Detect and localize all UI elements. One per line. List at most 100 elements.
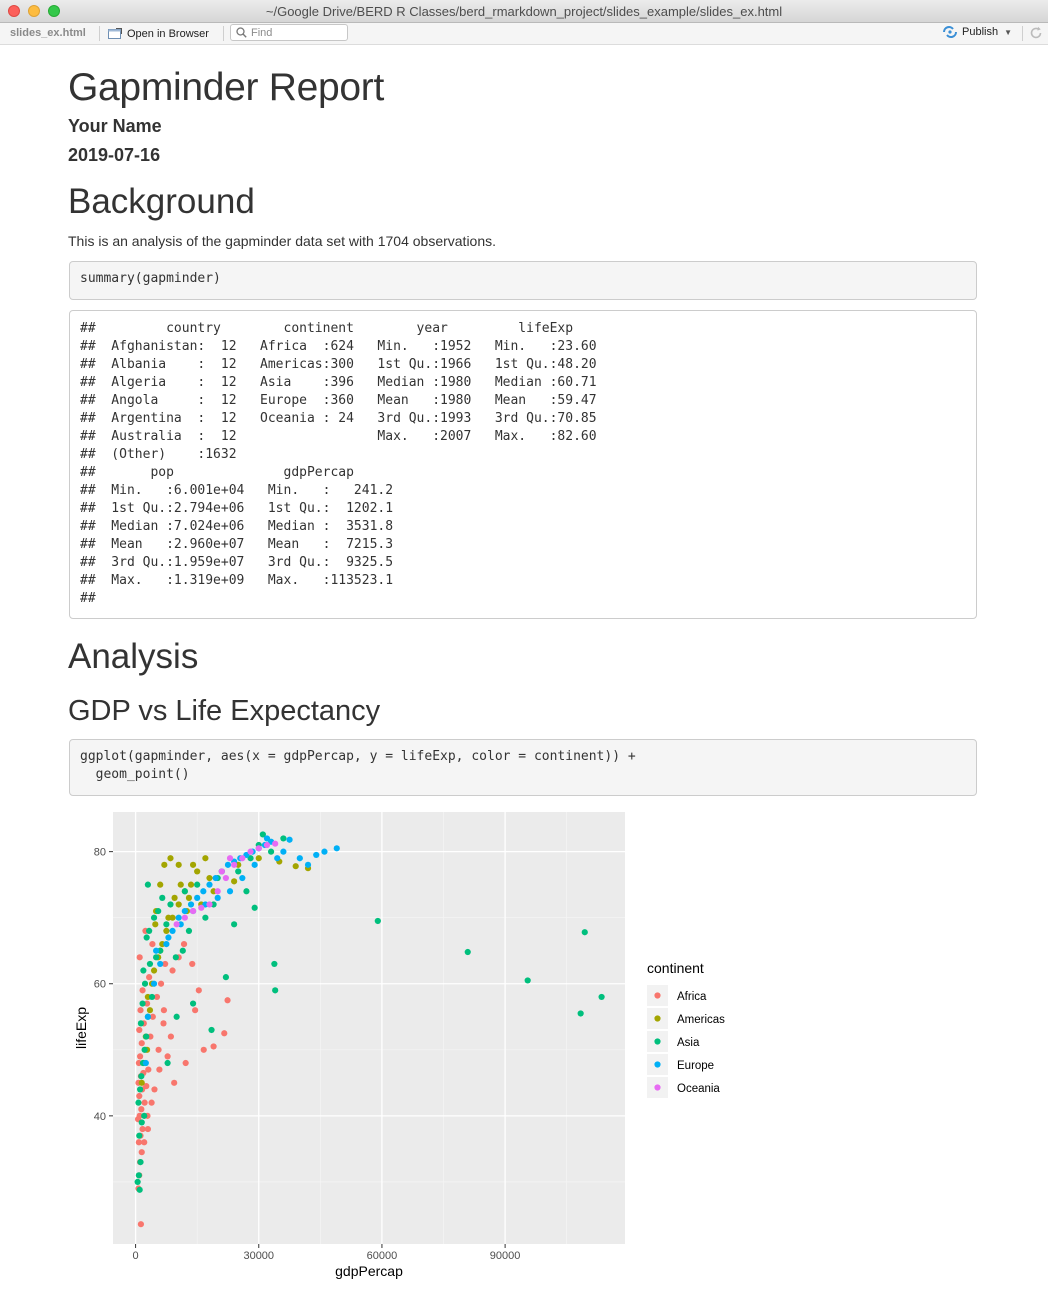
- data-point-asia: [243, 888, 250, 895]
- data-point-africa: [137, 1221, 145, 1228]
- data-point-americas: [187, 881, 195, 888]
- data-point-asia: [140, 967, 147, 974]
- zoom-window-button[interactable]: [48, 5, 60, 17]
- data-point-europe: [286, 836, 293, 843]
- data-point-asia: [141, 1046, 148, 1053]
- refresh-icon[interactable]: [1029, 26, 1043, 40]
- y-tick-label: 40: [94, 1111, 106, 1123]
- data-point-asia: [208, 1026, 215, 1034]
- data-point-europe: [142, 1059, 149, 1067]
- data-point-americas: [177, 881, 184, 888]
- x-tick-label: 30000: [243, 1250, 274, 1262]
- data-point-africa: [210, 1043, 217, 1050]
- output-line: ## Min. :6.001e+04 Min. : 241.2: [80, 483, 409, 498]
- scatter-plot: 0 30000 60000 90000 40 60 80 gdpPercap lifeExp…: [73, 812, 725, 1279]
- data-point-africa: [139, 1125, 146, 1133]
- data-point-americas: [138, 1079, 145, 1086]
- data-point-europe: [263, 835, 271, 842]
- data-point-asia: [598, 993, 605, 1001]
- data-point-americas: [167, 855, 174, 862]
- section-heading-background: Background: [68, 182, 255, 221]
- data-point-europe: [274, 855, 281, 862]
- close-window-button[interactable]: [8, 5, 20, 17]
- legend-label-americas: Americas: [677, 1014, 725, 1026]
- legend-swatch-europe: [654, 1061, 661, 1068]
- output-line: ## Albania : 12 Americas:300 1st Qu.:196…: [80, 357, 613, 372]
- legend-swatch-oceania: [654, 1084, 661, 1091]
- toolbar-divider: [1022, 26, 1023, 41]
- data-point-europe: [165, 934, 172, 941]
- data-point-oceania: [181, 914, 188, 921]
- data-point-europe: [280, 848, 287, 855]
- data-point-asia: [146, 960, 154, 968]
- data-point-africa: [221, 1030, 228, 1037]
- data-point-oceania: [189, 907, 197, 915]
- publish-button[interactable]: Publish ▼: [942, 26, 1012, 38]
- data-point-asia: [271, 960, 278, 968]
- file-tab[interactable]: slides_ex.html: [10, 27, 86, 39]
- data-point-europe: [194, 894, 201, 901]
- plot-panel: [113, 812, 625, 1244]
- data-point-africa: [143, 1083, 150, 1090]
- data-point-asia: [148, 993, 156, 1001]
- data-point-africa: [136, 1053, 144, 1060]
- data-point-oceania: [173, 921, 180, 928]
- code-chunk-summary: summary(gapminder): [69, 261, 977, 300]
- legend-label-asia: Asia: [677, 1037, 700, 1049]
- data-point-asia: [280, 835, 287, 842]
- data-point-africa: [189, 960, 196, 968]
- data-point-oceania: [263, 841, 271, 849]
- x-tick-label: 60000: [367, 1250, 398, 1262]
- data-point-asia: [136, 1086, 144, 1093]
- open-in-browser-button[interactable]: Open in Browser: [108, 26, 209, 41]
- legend-label-oceania: Oceania: [677, 1083, 720, 1095]
- data-point-europe: [321, 848, 328, 855]
- data-point-africa: [136, 1112, 143, 1119]
- data-point-americas: [157, 881, 164, 888]
- data-point-americas: [175, 901, 182, 908]
- data-point-asia: [202, 914, 209, 921]
- data-point-africa: [136, 1026, 143, 1034]
- output-line: ## Afghanistan: 12 Africa :624 Min. :195…: [80, 339, 613, 354]
- plot-points: [134, 831, 605, 1228]
- data-point-oceania: [231, 861, 238, 868]
- data-point-africa: [136, 1092, 143, 1100]
- data-point-africa: [144, 1125, 151, 1133]
- data-point-asia: [181, 888, 188, 895]
- data-point-europe: [206, 881, 213, 888]
- data-point-asia: [143, 1033, 150, 1040]
- data-point-asia: [173, 1013, 180, 1020]
- data-point-americas: [150, 967, 158, 974]
- data-point-asia: [138, 1073, 145, 1080]
- data-point-africa: [139, 987, 146, 994]
- data-point-oceania: [272, 840, 279, 847]
- data-point-africa: [192, 1007, 199, 1014]
- data-point-africa: [155, 1046, 162, 1053]
- data-point-asia: [135, 1099, 142, 1106]
- publish-label: Publish: [962, 26, 999, 38]
- find-field[interactable]: [230, 24, 348, 41]
- data-point-asia: [251, 904, 258, 911]
- data-point-oceania: [218, 868, 225, 875]
- data-point-oceania: [239, 855, 246, 862]
- data-point-europe: [304, 861, 312, 868]
- data-point-europe: [150, 980, 158, 987]
- data-point-africa: [156, 1066, 163, 1073]
- data-point-africa: [135, 1139, 142, 1146]
- data-point-americas: [292, 863, 299, 870]
- data-point-europe: [157, 960, 164, 968]
- data-point-asia: [146, 927, 153, 934]
- data-point-europe: [181, 907, 188, 915]
- legend: Africa Americas Asia Europe Oceania: [647, 985, 725, 1098]
- output-line: ## Max. :1.319e+09 Max. :113523.1: [80, 573, 409, 588]
- minimize-window-button[interactable]: [28, 5, 40, 17]
- data-point-africa: [141, 1139, 148, 1146]
- data-point-europe: [153, 947, 160, 954]
- data-point-africa: [153, 993, 161, 1001]
- window-title: ~/Google Drive/BERD R Classes/berd_rmark…: [265, 4, 783, 19]
- chevron-down-icon[interactable]: ▼: [1004, 27, 1012, 37]
- x-tick-label: 90000: [490, 1250, 521, 1262]
- find-input[interactable]: [251, 26, 331, 39]
- data-point-asia: [159, 894, 166, 901]
- data-point-asia: [231, 921, 238, 928]
